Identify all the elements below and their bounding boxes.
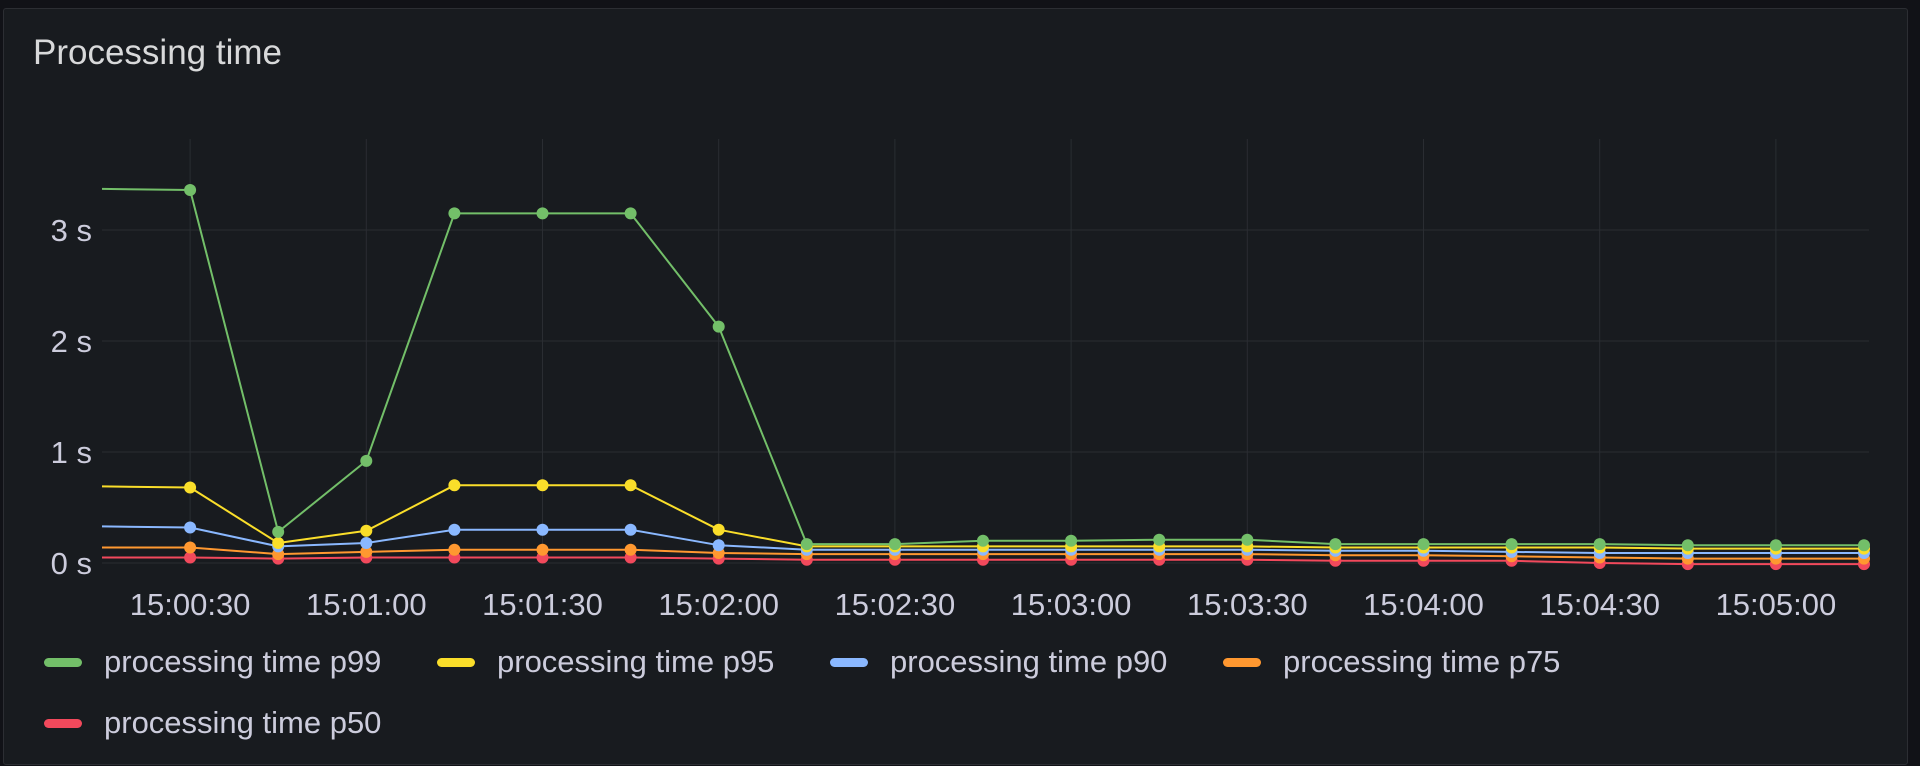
data-point[interactable]: [624, 543, 637, 556]
data-point[interactable]: [360, 545, 373, 558]
data-point[interactable]: [977, 534, 989, 547]
data-point[interactable]: [536, 523, 549, 536]
data-point[interactable]: [448, 523, 461, 536]
x-axis: 15:00:30 15:01:00 15:01:30 15:02:00 15:02:30…: [130, 587, 1836, 622]
data-point[interactable]: [1065, 534, 1078, 547]
data-point[interactable]: [712, 320, 725, 333]
data-point[interactable]: [800, 538, 813, 551]
legend-swatch: [44, 657, 82, 667]
y-tick-label: 0 s: [51, 546, 92, 581]
data-point[interactable]: [712, 523, 725, 536]
legend-item[interactable]: processing time p95: [437, 644, 774, 680]
legend-item[interactable]: processing time p75: [1223, 644, 1560, 680]
data-point[interactable]: [1153, 533, 1166, 546]
data-point[interactable]: [888, 538, 901, 551]
legend-label: processing time p90: [890, 644, 1168, 679]
data-point[interactable]: [448, 543, 461, 556]
x-tick-label: 15:01:00: [306, 587, 427, 622]
data-point[interactable]: [184, 481, 197, 494]
data-point[interactable]: [1241, 533, 1254, 546]
data-point[interactable]: [536, 479, 549, 492]
data-point[interactable]: [360, 537, 373, 549]
data-point[interactable]: [272, 537, 285, 549]
x-tick-label: 15:03:00: [1011, 587, 1132, 622]
y-axis: 0 s 1 s 2 s 3 s: [51, 213, 92, 581]
x-tick-label: 15:02:00: [658, 587, 779, 622]
legend-label: processing time p99: [104, 644, 382, 679]
line-chart: 0 s1 s2 s3 s 15:00:30 15:01:00 15:01:30 15:…: [51, 139, 1870, 622]
legend-item[interactable]: processing time p90: [830, 644, 1167, 680]
data-point[interactable]: [1505, 538, 1518, 551]
data-point[interactable]: [1681, 539, 1694, 552]
legend-label: processing time p75: [1283, 644, 1561, 679]
data-point[interactable]: [448, 479, 461, 492]
legend-swatch: [1223, 657, 1261, 667]
legend-swatch: [437, 657, 475, 667]
data-point[interactable]: [360, 524, 373, 537]
data-point[interactable]: [272, 525, 285, 538]
data-point[interactable]: [1329, 538, 1342, 551]
data-point[interactable]: [1417, 538, 1430, 551]
data-point[interactable]: [624, 523, 637, 536]
y-tick-label: 3 s: [51, 213, 92, 248]
x-tick-label: 15:01:30: [482, 587, 603, 622]
x-tick-label: 15:03:30: [1187, 587, 1308, 622]
data-point[interactable]: [184, 521, 197, 534]
grid-lines: [102, 139, 1869, 564]
data-point[interactable]: [1858, 539, 1870, 552]
series-processing-time-p99: [101, 184, 1870, 552]
panel-title: Processing time: [33, 33, 282, 72]
data-point[interactable]: [712, 539, 725, 552]
data-point[interactable]: [624, 479, 637, 492]
y-tick-label: 1 s: [51, 435, 92, 470]
legend-item[interactable]: processing time p99: [44, 644, 381, 680]
x-tick-label: 15:00:30: [130, 587, 251, 622]
y-tick-label: 2 s: [51, 324, 92, 359]
legend-swatch: [44, 718, 82, 728]
data-point[interactable]: [536, 207, 549, 220]
x-tick-label: 15:04:30: [1539, 587, 1660, 622]
data-point[interactable]: [624, 207, 637, 220]
series-lines: [101, 184, 1870, 571]
data-point[interactable]: [536, 543, 549, 556]
data-point[interactable]: [184, 541, 197, 554]
legend-label: processing time p50: [104, 705, 382, 740]
x-tick-label: 15:05:00: [1716, 587, 1837, 622]
x-tick-label: 15:02:30: [835, 587, 956, 622]
data-point[interactable]: [184, 184, 197, 196]
data-point[interactable]: [448, 207, 461, 220]
legend-swatch: [830, 657, 868, 667]
legend-item[interactable]: processing time p50: [44, 705, 381, 741]
data-point[interactable]: [184, 551, 197, 564]
data-point[interactable]: [360, 454, 373, 467]
x-tick-label: 15:04:00: [1363, 587, 1484, 622]
data-point[interactable]: [1593, 538, 1606, 551]
legend-label: processing time p95: [497, 644, 775, 679]
data-point[interactable]: [1769, 539, 1782, 552]
